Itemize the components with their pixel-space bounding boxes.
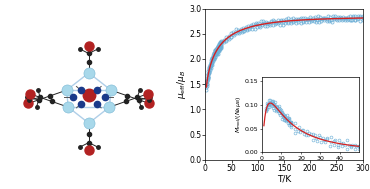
Y-axis label: $\mu_{\rm eff}/\mu_B$: $\mu_{\rm eff}/\mu_B$ xyxy=(175,70,188,99)
X-axis label: T/K: T/K xyxy=(277,174,291,183)
